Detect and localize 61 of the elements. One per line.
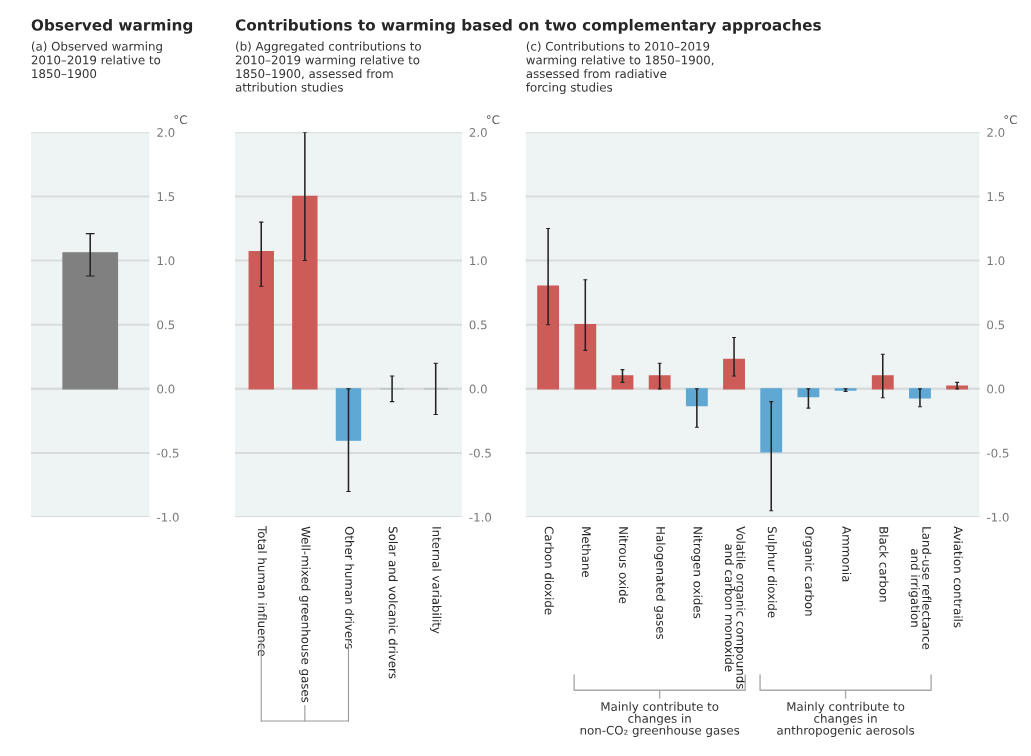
x-tick-label: Organic carbon <box>802 526 815 616</box>
y-tick-label: 1.5 <box>987 192 1005 202</box>
x-tick-label: Solar and volcanic drivers <box>388 526 398 679</box>
y-axis-title: °C <box>1004 115 1017 125</box>
x-tick-label: Sulphur dioxide <box>765 526 777 618</box>
x-tick-label: Well-mixed greenhouse gases <box>299 526 311 703</box>
y-tick-label: 2.0 <box>987 128 1005 137</box>
y-axis-title: °C <box>174 115 187 125</box>
chart-subtitle: (b) Aggregated contributions to 2010–2019 warming relative to 1850–1900, assessed from attribution studies <box>235 41 421 92</box>
bar <box>797 388 820 398</box>
y-tick-label: 0.0 <box>157 384 175 394</box>
x-tick-label: Nitrous oxide <box>619 527 629 604</box>
y-tick-label: 1.0 <box>470 256 487 266</box>
y-tick-label: -1.0 <box>469 512 492 522</box>
y-tick-label: -0.5 <box>986 448 1009 458</box>
bar <box>723 358 745 390</box>
bar <box>537 285 560 390</box>
y-tick-label: -1.0 <box>157 512 179 522</box>
x-tick-label: Nitrogen oxides <box>691 527 703 619</box>
bar <box>909 388 931 399</box>
y-tick-label: 0.5 <box>987 320 1005 330</box>
text: Mainly contribute to changes in anthropogenic aerosols <box>777 701 915 737</box>
bar <box>648 375 671 390</box>
y-tick-label: 1.0 <box>987 256 1005 266</box>
x-tick-label: Land-use reflectance and irrigation <box>908 527 932 650</box>
x-tick-label: Aviation contrails <box>953 526 963 628</box>
x-tick-label: Volatile organic compounds and carbon monoxide <box>724 526 746 689</box>
x-tick-label: Total human influence <box>257 526 267 656</box>
x-tick-label: Other human drivers <box>345 526 355 649</box>
bar <box>574 324 597 390</box>
y-tick-label: 0.5 <box>157 320 175 330</box>
chart-subtitle: (a) Observed warming 2010–2019 relative to 1850–1900 <box>31 41 162 79</box>
x-tick-label: Black carbon <box>879 527 889 602</box>
x-tick-label: Ammonia <box>842 526 852 582</box>
y-tick-label: 0.5 <box>469 320 487 330</box>
bar <box>760 388 783 453</box>
bar <box>871 375 894 390</box>
y-tick-label: -0.5 <box>469 448 491 458</box>
x-tick-label: Carbon dioxide <box>544 526 554 615</box>
y-tick-label: 2.0 <box>157 128 175 137</box>
x-tick-label: Internal variability <box>430 527 442 634</box>
bar <box>685 388 708 407</box>
y-tick-label: 1.0 <box>157 256 175 266</box>
bar <box>335 388 362 441</box>
y-tick-label: 0.0 <box>987 384 1005 394</box>
y-tick-label: -1.0 <box>986 512 1009 522</box>
chart-title: Observed warming <box>31 18 193 34</box>
y-tick-label: 1.5 <box>157 192 175 202</box>
x-tick-label: Methane <box>581 527 592 578</box>
y-tick-label: 1.5 <box>470 192 487 202</box>
y-tick-label: 0.0 <box>469 384 487 394</box>
bar <box>292 195 318 390</box>
chart-subtitle: (c) Contributions to 2010–2019 warming relative to 1850–1900, assessed from radiative forcing studies <box>526 41 714 95</box>
y-axis-title: °C <box>486 115 500 125</box>
text: Mainly contribute to changes in non-CO₂ greenhouse gases <box>580 701 740 737</box>
bar <box>248 250 274 390</box>
text: Contributions to warming based on two complementary approaches <box>235 18 821 34</box>
y-tick-label: -0.5 <box>157 448 179 458</box>
x-tick-label: Halogenated gases <box>653 527 666 640</box>
y-tick-label: 2.0 <box>469 128 487 137</box>
bar <box>611 375 634 390</box>
